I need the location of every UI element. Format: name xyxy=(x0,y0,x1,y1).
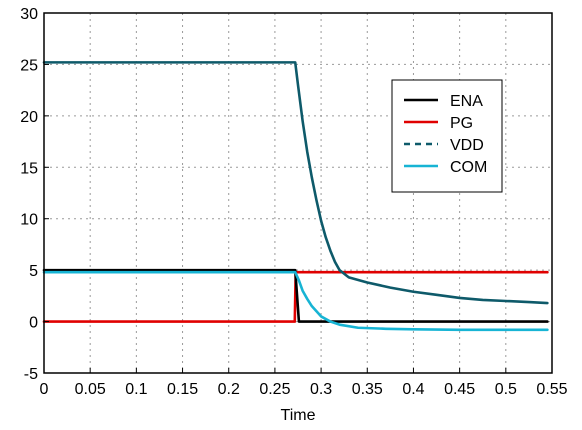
y-tick-label: -5 xyxy=(24,366,38,383)
y-tick-label: 10 xyxy=(20,212,38,229)
x-tick-label: 0 xyxy=(40,381,49,398)
y-tick-label: 0 xyxy=(29,315,38,332)
series-line-vdd xyxy=(42,61,549,305)
x-tick-label: 0.05 xyxy=(75,381,106,398)
x-tick-label: 0.35 xyxy=(352,381,383,398)
y-tick-label: 25 xyxy=(20,57,38,74)
series-line-com xyxy=(42,270,549,332)
legend-label-ena: ENA xyxy=(450,93,483,110)
series-lines xyxy=(42,61,549,332)
series-line-ena xyxy=(42,268,549,323)
x-tick-label: 0.45 xyxy=(444,381,475,398)
y-tick-label: 15 xyxy=(20,160,38,177)
axis-ticks: 0 0.05 0.1 0.15 0.2 0.25 0.3 0.35 0.4 0.45 0.5 0.55… xyxy=(20,6,567,398)
legend-label-vdd: VDD xyxy=(450,137,484,154)
x-tick-label: 0.4 xyxy=(402,381,424,398)
series-line-pg xyxy=(42,270,549,323)
legend: ENA PG VDD COM xyxy=(391,79,503,193)
x-tick-label: 0.1 xyxy=(125,381,147,398)
x-tick-label: 0.15 xyxy=(167,381,198,398)
y-tick-label: 20 xyxy=(20,109,38,126)
y-tick-label: 5 xyxy=(29,263,38,280)
legend-box xyxy=(391,79,503,193)
y-tick-label: 30 xyxy=(20,6,38,23)
legend-label-com: COM xyxy=(450,159,487,176)
x-axis-label: Time xyxy=(281,407,316,424)
x-tick-label: 0.2 xyxy=(218,381,240,398)
x-tick-label: 0.5 xyxy=(495,381,517,398)
x-tick-label: 0.25 xyxy=(259,381,290,398)
plot-frame xyxy=(43,12,553,374)
x-tick-label: 0.3 xyxy=(310,381,332,398)
legend-label-pg: PG xyxy=(450,115,473,132)
x-tick-label: 0.55 xyxy=(536,381,567,398)
